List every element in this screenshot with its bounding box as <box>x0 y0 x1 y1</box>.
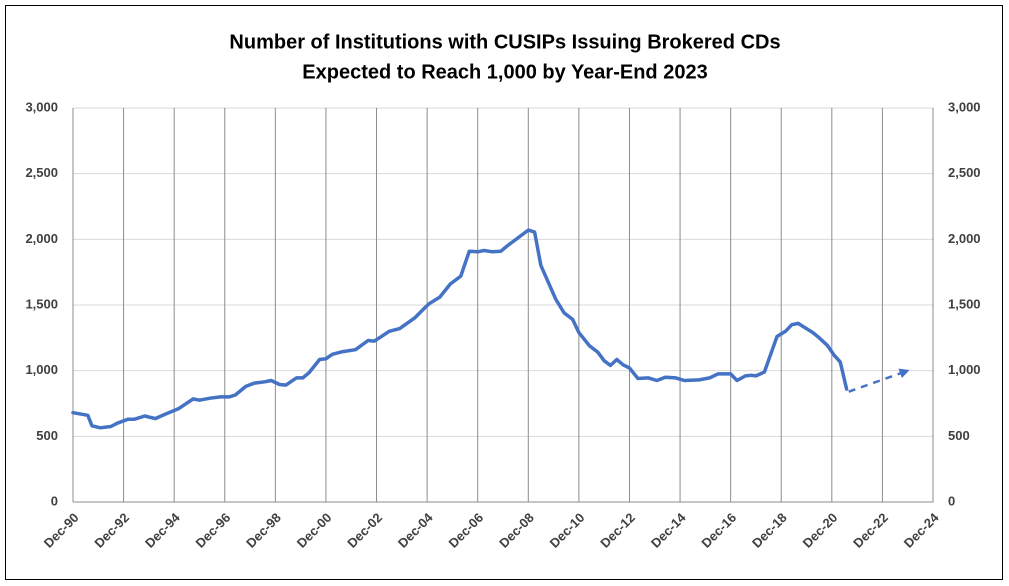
y2-tick-label: 1,000 <box>948 362 981 377</box>
y2-tick-label: 0 <box>948 493 955 508</box>
chart-border <box>5 5 1003 580</box>
y-tick-label: 1,000 <box>25 362 58 377</box>
data-line <box>848 368 910 393</box>
y-tick-label: 3,000 <box>25 99 58 114</box>
y-tick-label: 500 <box>36 428 58 443</box>
y-tick-label: 0 <box>51 493 58 508</box>
y2-tick-label: 3,000 <box>948 99 981 114</box>
y-tick-label: 2,500 <box>25 165 58 180</box>
y2-tick-label: 2,000 <box>948 231 981 246</box>
y-tick-label: 2,000 <box>25 231 58 246</box>
y2-tick-label: 2,500 <box>948 165 981 180</box>
data-line <box>71 228 849 430</box>
chart-subtitle: Expected to Reach 1,000 by Year-End 2023 <box>302 61 707 83</box>
y2-tick-label: 500 <box>948 428 970 443</box>
y-tick-label: 1,500 <box>25 296 58 311</box>
y2-tick-label: 1,500 <box>948 296 981 311</box>
chart-title: Number of Institutions with CUSIPs Issui… <box>229 31 780 53</box>
